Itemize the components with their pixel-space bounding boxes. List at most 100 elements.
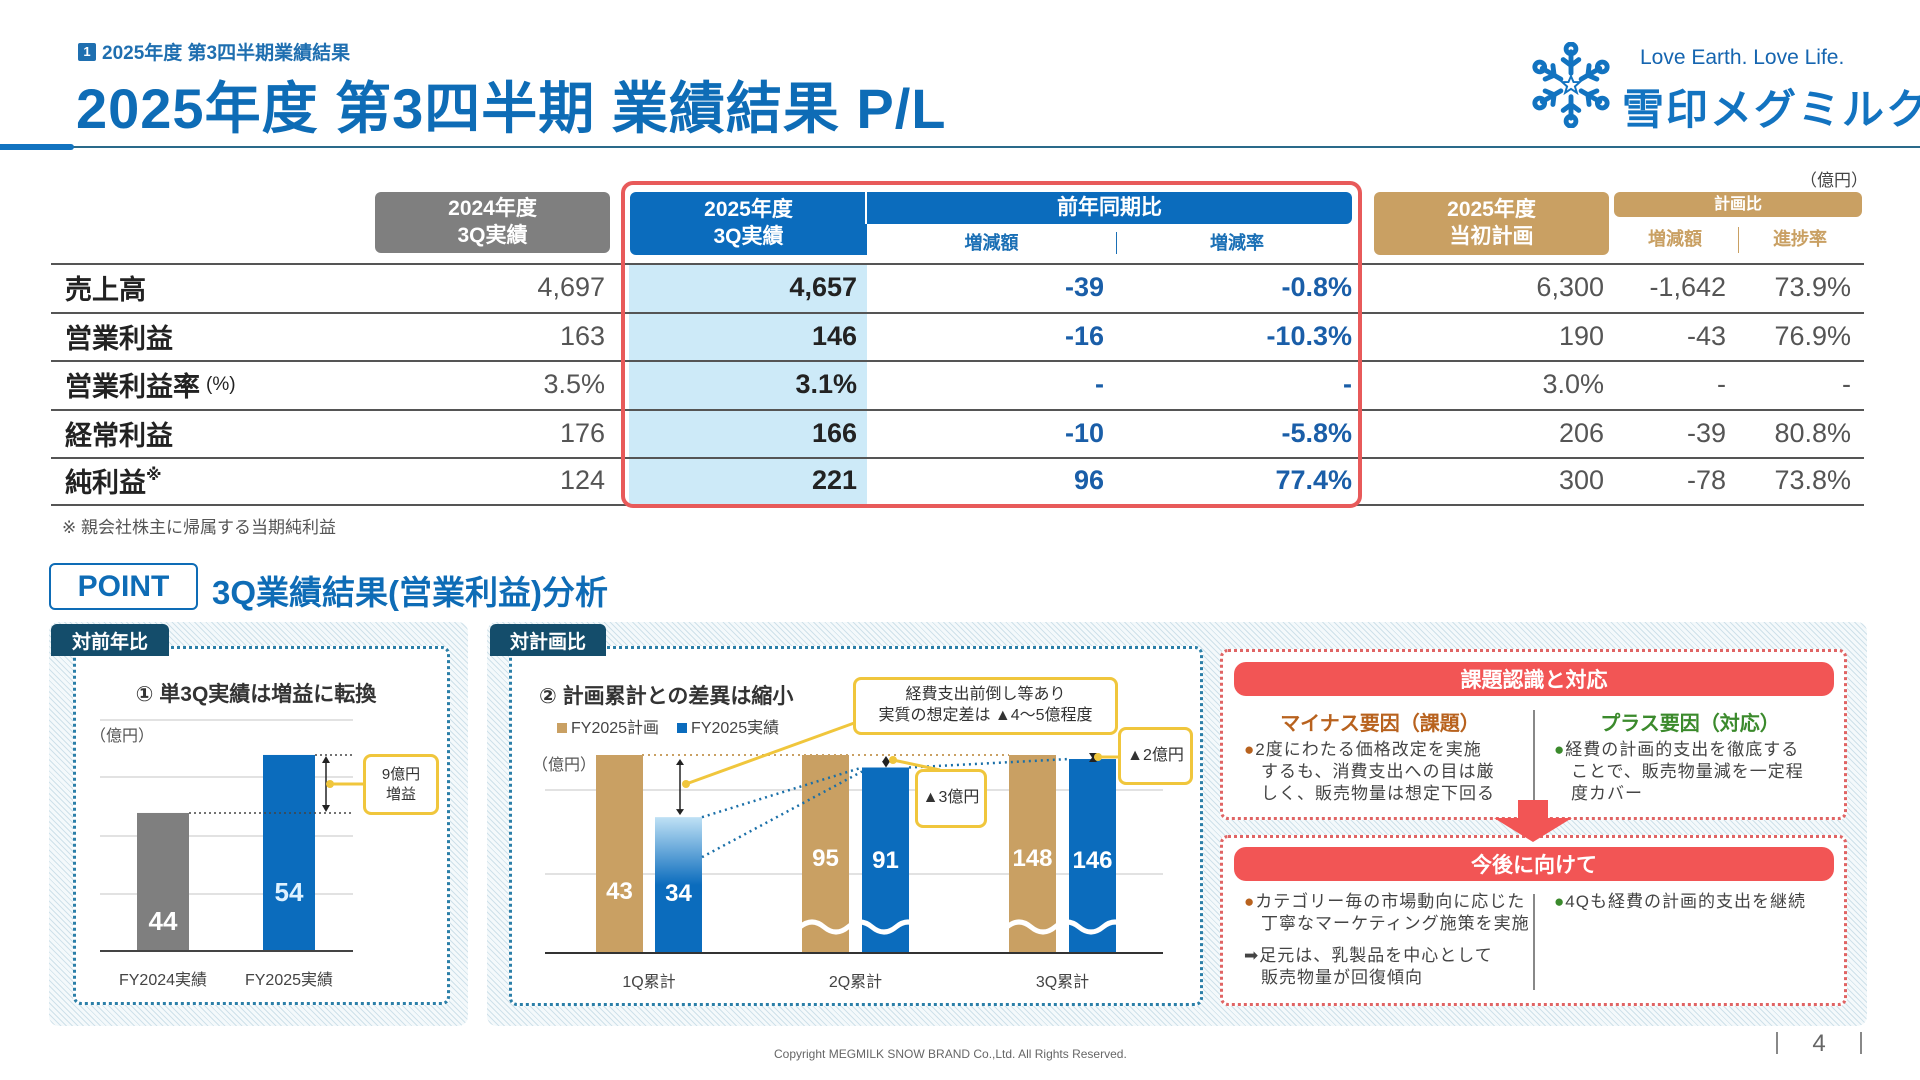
cell-yoy-rate: - <box>1343 369 1352 399</box>
plan-chart-legend: FY2025計画 FY2025実績 <box>557 714 779 738</box>
point-badge: POINT <box>49 563 198 610</box>
header-accent <box>0 144 74 150</box>
cell-progress: - <box>1842 369 1851 399</box>
row-label: 純利益 ※ <box>65 467 162 498</box>
col-header-yoy-rate: 増減率 <box>1210 232 1264 253</box>
legend-swatch-actual <box>677 723 688 733</box>
cell-plan: 3.0% <box>1542 369 1604 399</box>
bar-value-label: 54 <box>275 877 304 907</box>
point-title: 3Q業績結果(営業利益)分析 <box>212 574 608 611</box>
cell-plan: 300 <box>1558 465 1604 495</box>
cell-plan: 190 <box>1558 320 1604 351</box>
cell-fy2024: 4,697 <box>537 272 605 302</box>
bar-value-label: 43 <box>606 878 633 905</box>
tab-yoy: 対前年比 <box>51 624 169 656</box>
minus-factor-bullet: ●2度にわたる価格改定を実施 するも、消費支出への目は厳 しく、販売物量は想定下… <box>1244 740 1495 803</box>
legend-plan: FY2025計画 <box>557 714 659 738</box>
cell-yoy-diff: 96 <box>1073 465 1104 495</box>
bar-value-label: 146 <box>1072 847 1112 874</box>
col-header-plan-diff: 増減額 <box>1648 228 1702 249</box>
axis-break-icon <box>1005 919 1140 935</box>
logo-tagline: Love Earth. Love Life. <box>1640 46 1845 69</box>
cell-plan-diff: -43 <box>1686 320 1726 351</box>
plus-factor-bullet: ●経費の計画的支出を徹底する ことで、販売物量減を一定程 度カバー <box>1554 740 1804 803</box>
bar-value-label: 34 <box>665 880 692 907</box>
arrow-head <box>676 759 684 765</box>
cell-yoy-rate: -0.8% <box>1281 272 1352 302</box>
arrow-head <box>882 756 890 762</box>
row-divider <box>51 457 1864 459</box>
bar-actual-1Q累計 <box>655 817 702 953</box>
arrow-head <box>676 809 684 816</box>
snowflake-icon <box>1530 42 1612 128</box>
bar-value-label: 44 <box>149 906 178 936</box>
header-divider <box>0 146 1920 148</box>
cell-plan-diff: - <box>1717 369 1726 399</box>
axis-break-icon <box>798 919 933 935</box>
header-separator <box>1116 232 1117 254</box>
row-divider <box>51 263 1864 265</box>
future-left-bullet: ●カテゴリー毎の市場動向に応じた 丁寧なマーケティング施策を実施 ➡足元は、乳製… <box>1244 892 1530 987</box>
cell-progress: 73.8% <box>1774 465 1851 495</box>
plan-chart-title: ② 計画累計との差異は縮小 <box>539 685 794 708</box>
yoy-increase-callout: 9億円 増益 <box>363 754 439 815</box>
row-label: 売上高 <box>65 275 146 305</box>
callout-dot <box>326 780 334 788</box>
yoy-chart-title: ① 単3Q実績は増益に転換 <box>135 683 377 706</box>
row-label: 経常利益 <box>65 420 173 451</box>
future-divider <box>1533 894 1535 990</box>
bar-value-label: 148 <box>1012 845 1052 872</box>
callout-dot <box>682 780 690 788</box>
col-header-plan-group: 計画比 <box>1614 192 1862 217</box>
callout-leader <box>892 758 941 772</box>
future-right-bullet: ●4Qも経費の計画的支出を継続 <box>1554 892 1806 911</box>
bar-actual-3Q累計 <box>1069 759 1116 953</box>
fy2025-column-highlight <box>629 263 867 504</box>
cell-fy2025: 146 <box>811 320 857 351</box>
callout-3q-gap: ▲2億円 <box>1118 727 1193 785</box>
plan-chart-unit: （億円） <box>532 757 597 774</box>
future-header: 今後に向けて <box>1234 847 1834 881</box>
legend-actual: FY2025実績 <box>677 714 779 738</box>
bullet-dot-icon: ● <box>1244 740 1256 759</box>
table-unit: （億円） <box>1800 171 1868 190</box>
cell-fy2024: 124 <box>559 465 605 495</box>
down-arrow-icon <box>1494 800 1572 842</box>
table-footnote: ※ 親会社株主に帰属する当期純利益 <box>62 518 336 537</box>
copyright: Copyright MEGMILK SNOW BRAND Co.,Ltd. Al… <box>774 1047 1127 1061</box>
arrow-head <box>882 761 890 768</box>
cell-yoy-diff: -10 <box>1064 417 1104 448</box>
bar-FY2025実績 <box>263 754 315 951</box>
section-number-badge: 1 <box>78 42 96 61</box>
section-label-text: 2025年度 第3四半期業績結果 <box>102 43 351 64</box>
page-number-left-bar <box>1776 1032 1778 1054</box>
arrow-head <box>322 755 330 763</box>
cell-plan-diff: -78 <box>1686 465 1726 495</box>
col-header-yoy: 前年同期比 <box>865 192 1352 224</box>
callout-dot <box>1094 753 1102 761</box>
trend-line <box>701 766 863 819</box>
cell-fy2024: 176 <box>559 417 605 448</box>
yoy-chart-frame <box>73 646 450 1005</box>
x-tick-label: 3Q累計 <box>1036 973 1089 991</box>
yoy-chart-unit: （億円） <box>90 728 155 745</box>
plus-factor-title: プラス要因（対応） <box>1600 713 1780 735</box>
callout-dot <box>889 756 897 764</box>
cell-yoy-rate: 77.4% <box>1275 465 1352 495</box>
expense-callout: 経費支出前倒し等あり 実質の想定差は ▲4～5億程度 <box>853 677 1118 735</box>
cell-yoy-rate: -10.3% <box>1266 320 1352 351</box>
bullet-dot-icon: ● <box>1554 740 1566 759</box>
cell-yoy-diff: -39 <box>1064 272 1104 302</box>
cell-plan: 206 <box>1558 417 1604 448</box>
col-header-plan: 2025年度 当初計画 <box>1374 192 1609 255</box>
x-tick-label: FY2024実績 <box>119 971 207 989</box>
bar-plan-1Q累計 <box>596 755 643 953</box>
logo-brand: 雪印メグミルク <box>1622 86 1920 133</box>
col-header-progress: 進捗率 <box>1773 228 1827 249</box>
bar-FY2024実績 <box>137 812 189 951</box>
col-header-yoy-diff: 増減額 <box>964 232 1019 253</box>
page-title: 2025年度 第3四半期 業績結果 P/L <box>76 77 947 140</box>
legend-swatch-plan <box>557 723 567 733</box>
cell-progress: 76.9% <box>1774 320 1851 351</box>
bullet-dot-icon: ● <box>1554 892 1566 911</box>
